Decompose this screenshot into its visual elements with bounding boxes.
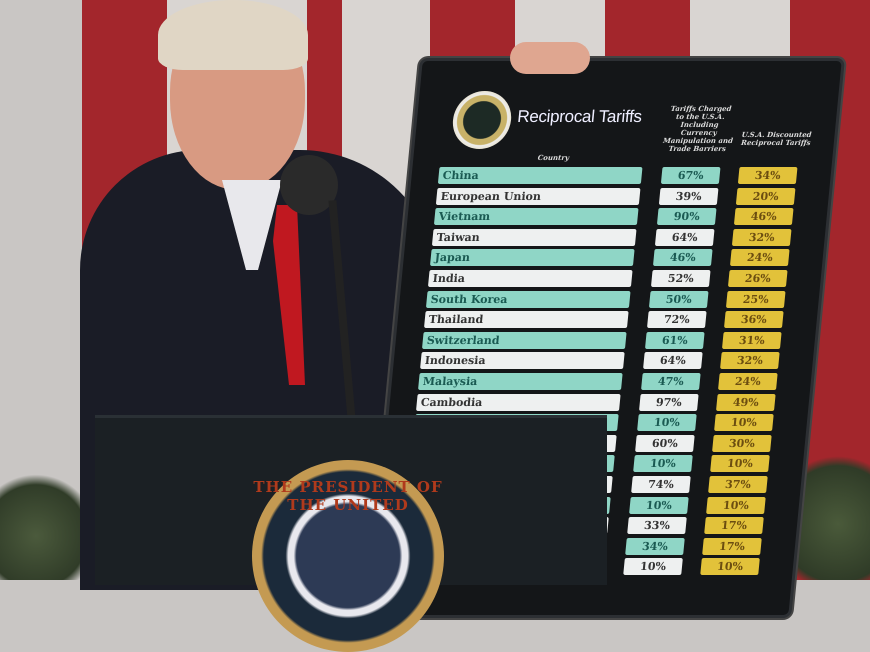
discounted-cell: 32%	[720, 352, 780, 370]
charged-cell: 10%	[623, 558, 683, 576]
discounted-cell: 32%	[731, 228, 792, 246]
charged-cell: 47%	[641, 373, 701, 390]
country-header: Country	[537, 153, 570, 162]
charged-cell: 97%	[639, 393, 699, 411]
charged-cell: 10%	[629, 496, 689, 514]
country-cell: Malaysia	[418, 373, 623, 390]
country-cell: China	[437, 167, 643, 184]
charged-cell: 64%	[654, 228, 715, 246]
discounted-cell: 25%	[725, 290, 786, 308]
charged-cell: 74%	[631, 476, 691, 493]
podium-seal: THE PRESIDENT OF THE UNITED	[252, 460, 444, 652]
country-cell: European Union	[435, 187, 641, 205]
charged-cell: 72%	[646, 311, 707, 329]
presidential-seal-icon	[450, 91, 514, 149]
charged-cell: 52%	[650, 270, 711, 287]
plant-left	[0, 470, 90, 580]
charged-cell: 39%	[658, 187, 719, 205]
country-cell: Indonesia	[420, 352, 625, 370]
charged-cell: 34%	[625, 537, 685, 555]
discounted-cell: 31%	[721, 331, 782, 349]
charged-cell: 10%	[637, 414, 697, 432]
country-cell: Cambodia	[416, 393, 621, 411]
country-cell: Switzerland	[421, 331, 627, 349]
discounted-cell: 26%	[727, 270, 788, 287]
charged-cell: 50%	[648, 290, 709, 308]
discounted-cell: 24%	[718, 373, 778, 390]
country-cell: South Korea	[425, 290, 631, 308]
discounted-cell: 46%	[733, 208, 794, 226]
discounted-cell: 17%	[702, 537, 762, 555]
country-cell: Taiwan	[431, 228, 637, 246]
podium-seal-text: THE PRESIDENT OF THE UNITED	[253, 478, 443, 514]
charged-cell: 61%	[644, 331, 705, 349]
discounted-cell: 10%	[710, 455, 770, 473]
charged-cell: 90%	[656, 208, 717, 226]
country-cell: Thailand	[423, 311, 629, 329]
charged-cell: 60%	[635, 434, 695, 452]
discounted-header: U.S.A. Discounted Reciprocal Tariffs	[740, 130, 812, 147]
microphone-icon	[280, 155, 338, 215]
country-cell: Japan	[429, 249, 635, 267]
discounted-cell: 10%	[700, 558, 760, 576]
discounted-cell: 30%	[712, 434, 772, 452]
charged-cell: 67%	[660, 167, 721, 184]
discounted-cell: 10%	[706, 496, 766, 514]
hand	[510, 42, 590, 74]
hair	[158, 0, 308, 70]
charged-cell: 10%	[633, 455, 693, 473]
charged-cell: 64%	[643, 352, 703, 370]
discounted-cell: 34%	[737, 167, 798, 184]
country-cell: India	[427, 270, 633, 287]
discounted-cell: 20%	[735, 187, 796, 205]
board-title: Reciprocal Tariffs	[516, 107, 643, 126]
discounted-cell: 17%	[704, 517, 764, 535]
discounted-cell: 37%	[708, 476, 768, 493]
discounted-cell: 10%	[714, 414, 774, 432]
charged-header: Tariffs Charged to the U.S.A. Including …	[662, 104, 734, 153]
charged-cell: 46%	[652, 249, 713, 267]
discounted-cell: 24%	[729, 249, 790, 267]
country-cell: Vietnam	[433, 208, 639, 226]
discounted-cell: 36%	[723, 311, 784, 329]
charged-cell: 33%	[627, 517, 687, 535]
discounted-cell: 49%	[716, 393, 776, 411]
